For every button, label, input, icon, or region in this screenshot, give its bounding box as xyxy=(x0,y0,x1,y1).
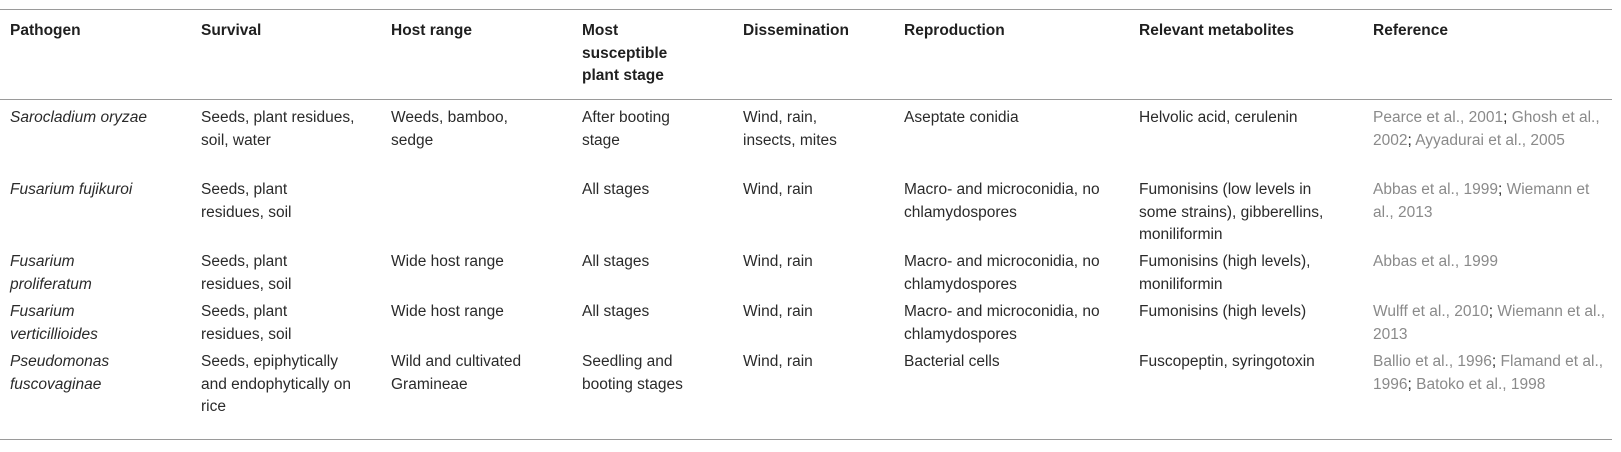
cell-pathogen: Pseudomonas fuscovaginae xyxy=(10,353,110,393)
cell-survival: Seeds, plant residues, soil, water xyxy=(201,109,355,149)
header-host-range: Host range xyxy=(391,22,472,39)
cell-metabolites: Fumonisins (high levels), moniliformin xyxy=(1139,253,1311,293)
cell-host-range: Wild and cultivated Gramineae xyxy=(391,353,522,393)
cell-reproduction: Aseptate conidia xyxy=(904,109,1019,126)
header-dissemination: Dissemination xyxy=(743,22,849,39)
cell-reproduction: Macro- and microconidia, no chlamydospor… xyxy=(904,253,1100,293)
reference-link[interactable]: Abbas et al., 1999 xyxy=(1373,181,1498,198)
cell-metabolites: Helvolic acid, cerulenin xyxy=(1139,109,1298,126)
reference-link[interactable]: Wiemann et al., 2013 xyxy=(1373,181,1590,221)
reference-link[interactable]: Abbas et al., 1999 xyxy=(1373,253,1498,270)
cell-stage: All stages xyxy=(582,303,650,320)
reference-link[interactable]: Ghosh et al., 2002 xyxy=(1373,109,1600,149)
reference-link[interactable]: Ayyadurai et al., 2005 xyxy=(1415,131,1565,149)
cell-reference: Abbas et al., 1999 xyxy=(1373,251,1613,274)
cell-stage: All stages xyxy=(582,181,650,198)
cell-survival: Seeds, plant residues, soil xyxy=(201,303,292,343)
cell-survival: Seeds, plant residues, soil xyxy=(201,181,292,221)
reference-link[interactable]: Flamand et al., 1996 xyxy=(1373,353,1604,393)
cell-dissemination: Wind, rain xyxy=(743,353,813,370)
reference-link[interactable]: Batoko et al., 1998 xyxy=(1416,375,1546,393)
cell-host-range: Wide host range xyxy=(391,253,504,270)
header-susceptible-stage: Most susceptible plant stage xyxy=(582,22,668,84)
reference-link[interactable]: Pearce et al., 2001 xyxy=(1373,109,1504,126)
header-pathogen: Pathogen xyxy=(10,22,81,39)
header-metabolites: Relevant metabolites xyxy=(1139,22,1295,39)
cell-host-range: Wide host range xyxy=(391,303,504,320)
cell-reference: Ballio et al., 1996; Flamand et al., 199… xyxy=(1373,353,1604,393)
cell-pathogen: Fusarium verticillioides xyxy=(10,303,98,343)
cell-reproduction: Macro- and microconidia, no chlamydospor… xyxy=(904,181,1100,221)
cell-pathogen: Fusarium proliferatum xyxy=(10,253,92,293)
cell-metabolites: Fumonisins (low levels in some strains),… xyxy=(1139,181,1324,243)
cell-reference: Wulff et al., 2010; Wiemann et al., 2013 xyxy=(1373,303,1606,343)
cell-reproduction: Macro- and microconidia, no chlamydospor… xyxy=(904,303,1100,343)
cell-survival: Seeds, epiphytically and endophytically … xyxy=(201,353,351,415)
table-top-rule xyxy=(0,9,1612,10)
reference-link[interactable]: Wulff et al., 2010 xyxy=(1373,303,1489,320)
header-rule xyxy=(0,99,1612,100)
cell-dissemination: Wind, rain xyxy=(743,181,813,198)
cell-pathogen: Sarocladium oryzae xyxy=(10,109,147,126)
cell-reference: Abbas et al., 1999; Wiemann et al., 2013 xyxy=(1373,181,1590,221)
reference-link[interactable]: Ballio et al., 1996 xyxy=(1373,353,1492,370)
table-bottom-rule xyxy=(0,439,1612,440)
cell-reproduction: Bacterial cells xyxy=(904,353,1000,370)
header-survival: Survival xyxy=(201,22,262,39)
cell-dissemination: Wind, rain xyxy=(743,303,813,320)
cell-metabolites: Fuscopeptin, syringotoxin xyxy=(1139,353,1315,370)
cell-dissemination: Wind, rain xyxy=(743,253,813,270)
cell-dissemination: Wind, rain, insects, mites xyxy=(743,109,837,149)
cell-pathogen: Fusarium fujikuroi xyxy=(10,181,133,198)
cell-reference: Pearce et al., 2001; Ghosh et al., 2002;… xyxy=(1373,109,1600,149)
cell-metabolites: Fumonisins (high levels) xyxy=(1139,303,1307,320)
cell-stage: Seedling and booting stages xyxy=(582,353,683,393)
cell-stage: All stages xyxy=(582,253,650,270)
cell-stage: After booting stage xyxy=(582,109,670,149)
header-reproduction: Reproduction xyxy=(904,22,1005,39)
cell-host-range: Weeds, bamboo, sedge xyxy=(391,109,508,149)
reference-link[interactable]: Wiemann et al., 2013 xyxy=(1373,303,1606,343)
header-reference: Reference xyxy=(1373,22,1448,39)
cell-survival: Seeds, plant residues, soil xyxy=(201,253,292,293)
